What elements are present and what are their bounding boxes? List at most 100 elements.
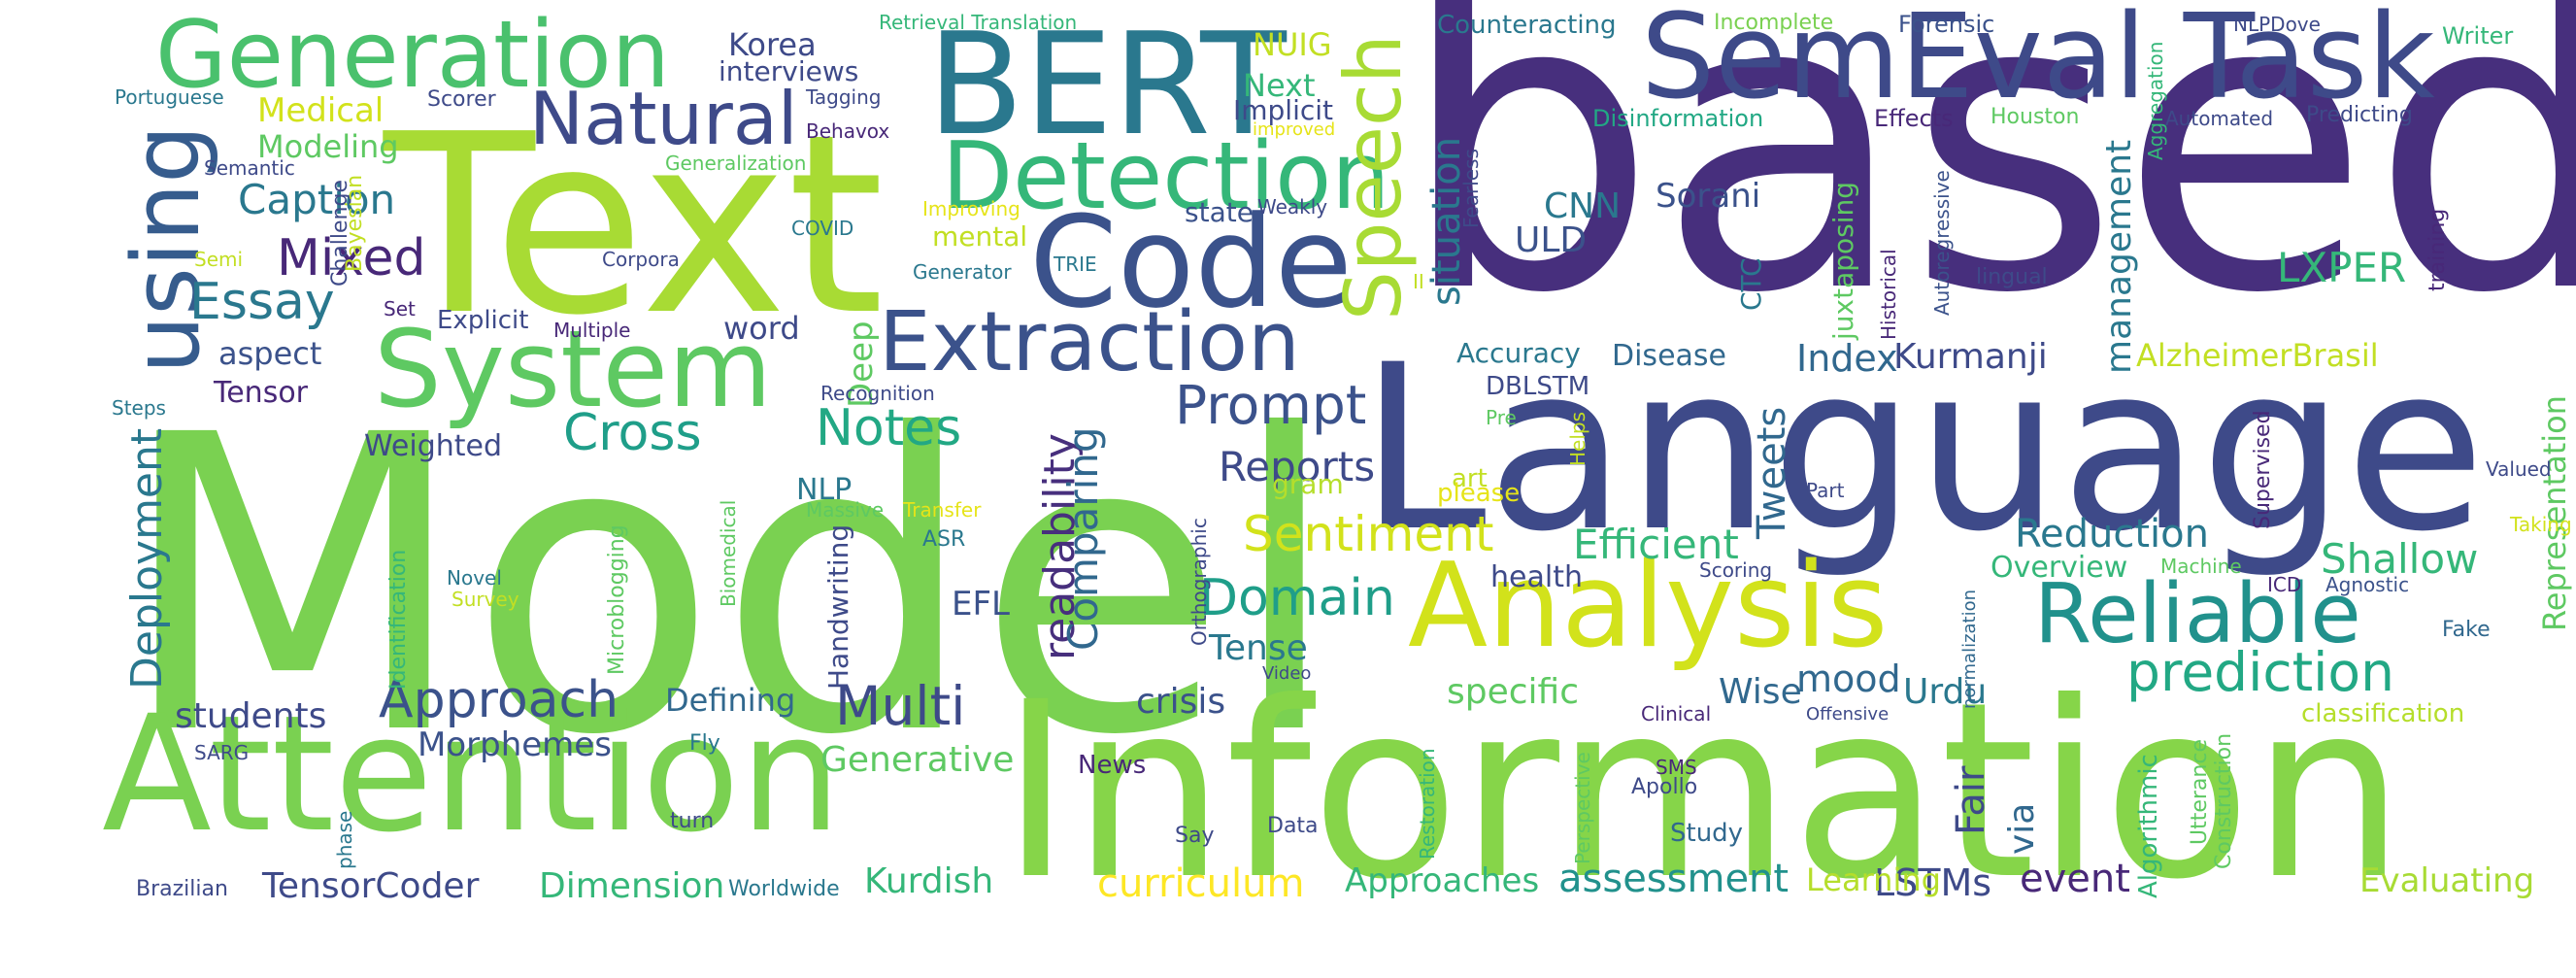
cloud-word-language: Language xyxy=(1359,317,2486,582)
cloud-word-bayesian: Bayesian xyxy=(343,174,367,272)
cloud-word-please: please xyxy=(1437,479,1521,508)
cloud-word-turn: turn xyxy=(670,809,715,833)
cloud-word-accuracy: Accuracy xyxy=(1456,337,1581,369)
cloud-word-incomplete: Incomplete xyxy=(1714,11,1834,35)
cloud-word-weighted: Weighted xyxy=(364,429,503,463)
cloud-word-mood: mood xyxy=(1796,658,1901,700)
cloud-word-scorer: Scorer xyxy=(427,87,496,112)
cloud-word-aspect: aspect xyxy=(218,335,322,372)
cloud-word-attention: Attention xyxy=(102,681,842,867)
cloud-word-improved: improved xyxy=(1253,119,1336,140)
cloud-word-data: Data xyxy=(1267,814,1319,838)
cloud-word-perspective: Perspective xyxy=(1571,752,1594,864)
cloud-word-word: word xyxy=(723,310,800,347)
cloud-word-normalization: normalization xyxy=(1959,589,1980,709)
cloud-word-health: health xyxy=(1490,560,1583,594)
cloud-word-overview: Overview xyxy=(1991,551,2128,585)
cloud-word-natural: Natural xyxy=(529,76,798,161)
cloud-word-counteracting: Counteracting xyxy=(1437,11,1617,40)
cloud-word-reliable: Reliable xyxy=(2034,566,2361,662)
cloud-word-model: Model xyxy=(117,350,1342,825)
cloud-word-specific: specific xyxy=(1447,672,1580,712)
cloud-word-valued: Valued xyxy=(2486,457,2552,481)
cloud-word-automated: Automated xyxy=(2165,107,2274,130)
cloud-word-kurdish: Kurdish xyxy=(864,861,994,901)
cloud-word-sarg: SARG xyxy=(194,741,250,764)
cloud-word-speech: Speech xyxy=(1328,34,1419,320)
cloud-word-orthographic: Orthographic xyxy=(1188,518,1211,646)
cloud-word-identification: Identification xyxy=(386,549,411,690)
cloud-word-sentiment: Sentiment xyxy=(1243,506,1494,562)
cloud-word-massive: Massive xyxy=(806,498,885,522)
cloud-word-pre: Pre xyxy=(1486,406,1517,429)
cloud-word-semantic: Semantic xyxy=(204,156,295,180)
cloud-word-brazilian: Brazilian xyxy=(136,877,228,901)
cloud-word-multiple: Multiple xyxy=(553,319,631,342)
cloud-word-essay: Essay xyxy=(189,273,335,331)
cloud-word-historical: Historical xyxy=(1877,249,1900,340)
cloud-word-analysis: Analysis xyxy=(1408,539,1889,674)
cloud-word-students: students xyxy=(175,696,327,736)
cloud-word-effects: Effects xyxy=(1874,105,1954,132)
cloud-word-code: Code xyxy=(1029,188,1353,336)
cloud-word-biomedical: Biomedical xyxy=(717,499,740,607)
cloud-word-kurmanji: Kurmanji xyxy=(1893,337,2048,377)
cloud-word-approaches: Approaches xyxy=(1345,861,1540,900)
cloud-word-improving: Improving xyxy=(922,197,1020,220)
cloud-word-transfer: Transfer xyxy=(903,498,982,522)
cloud-word-taking: Taking xyxy=(2510,513,2572,536)
cloud-word-covid: COVID xyxy=(791,217,854,240)
cloud-word-extraction: Extraction xyxy=(879,294,1300,390)
cloud-word-trie: TRIE xyxy=(1054,253,1097,276)
cloud-word-tensor: Tensor xyxy=(214,376,309,410)
cloud-word-autoregressive: Autoregressive xyxy=(1930,170,1954,316)
cloud-word-korea: Korea xyxy=(728,26,817,63)
cloud-word-disease: Disease xyxy=(1612,339,1726,373)
cloud-word-wise: Wise xyxy=(1719,672,1802,712)
cloud-word-deployment: Deployment xyxy=(122,427,172,690)
cloud-word-houston: Houston xyxy=(1991,105,2080,129)
cloud-word-news: News xyxy=(1078,751,1147,780)
cloud-word-say: Say xyxy=(1175,824,1215,848)
cloud-word-algorithmic: Algorithmic xyxy=(2134,754,2163,898)
cloud-word-efficient: Efficient xyxy=(1573,521,1739,568)
cloud-word-fearless: Fearless xyxy=(1459,149,1483,228)
cloud-word-classification: classification xyxy=(2301,699,2465,728)
cloud-word-reduction: Reduction xyxy=(2015,512,2209,556)
cloud-word-information: Information xyxy=(1000,650,2406,932)
cloud-word-handwriting: Handwriting xyxy=(822,523,854,690)
cloud-word-urdu: Urdu xyxy=(1903,672,1988,712)
cloud-word-worldwide: Worldwide xyxy=(728,877,840,901)
cloud-word-forensic: Forensic xyxy=(1898,11,1995,38)
cloud-word-juxtaposing: juxtaposing xyxy=(1827,181,1859,340)
cloud-word-dblstm: DBLSTM xyxy=(1486,372,1590,401)
cloud-word-generalization: Generalization xyxy=(665,152,807,175)
cloud-word-training: training xyxy=(2425,208,2450,291)
cloud-word-approach: Approach xyxy=(379,671,619,729)
cloud-word-alzheimerbrasil: AlzheimerBrasil xyxy=(2136,337,2379,374)
cloud-word-caption: Caption xyxy=(238,176,396,223)
cloud-word-notes: Notes xyxy=(816,399,962,457)
cloud-word-generator: Generator xyxy=(913,260,1012,284)
cloud-word-interviews: interviews xyxy=(719,55,859,87)
cloud-word-morphemes: Morphemes xyxy=(418,725,612,764)
cloud-word-restoration: Restoration xyxy=(1416,748,1439,860)
cloud-word-weakly: Weakly xyxy=(1257,195,1328,219)
cloud-word-ctc: CTC xyxy=(1735,257,1767,311)
cloud-word-icd: ICD xyxy=(2267,573,2302,596)
cloud-word-explicit: Explicit xyxy=(437,306,529,335)
cloud-word-offensive: Offensive xyxy=(1806,704,1890,725)
cloud-word-fake: Fake xyxy=(2442,618,2491,642)
cloud-word-nlpdove: NLPDove xyxy=(2233,13,2321,36)
cloud-word-supervised: Supervised xyxy=(2251,410,2275,529)
cloud-word-state: state xyxy=(1185,196,1254,228)
cloud-word-comparing: Comparing xyxy=(1059,426,1107,651)
cloud-word-art: art xyxy=(1452,464,1488,493)
cloud-word-efl: EFL xyxy=(952,585,1010,624)
cloud-word-sms: SMS xyxy=(1656,756,1697,779)
cloud-word-predicting: Predicting xyxy=(2306,103,2413,127)
cloud-word-tensorcoder: TensorCoder xyxy=(262,866,480,906)
cloud-word-semeval-task: SemEval Task xyxy=(1641,0,2435,125)
cloud-word-semi: Semi xyxy=(194,248,244,271)
cloud-word-sorani: Sorani xyxy=(1656,177,1761,216)
